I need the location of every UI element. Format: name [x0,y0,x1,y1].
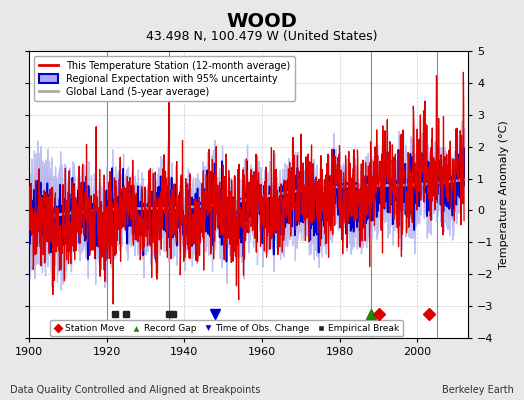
Text: 43.498 N, 100.479 W (United States): 43.498 N, 100.479 W (United States) [146,30,378,43]
Y-axis label: Temperature Anomaly (°C): Temperature Anomaly (°C) [499,120,509,269]
Text: Berkeley Earth: Berkeley Earth [442,385,514,395]
Text: WOOD: WOOD [226,12,298,31]
Text: Data Quality Controlled and Aligned at Breakpoints: Data Quality Controlled and Aligned at B… [10,385,261,395]
Legend: Station Move, Record Gap, Time of Obs. Change, Empirical Break: Station Move, Record Gap, Time of Obs. C… [50,320,403,336]
